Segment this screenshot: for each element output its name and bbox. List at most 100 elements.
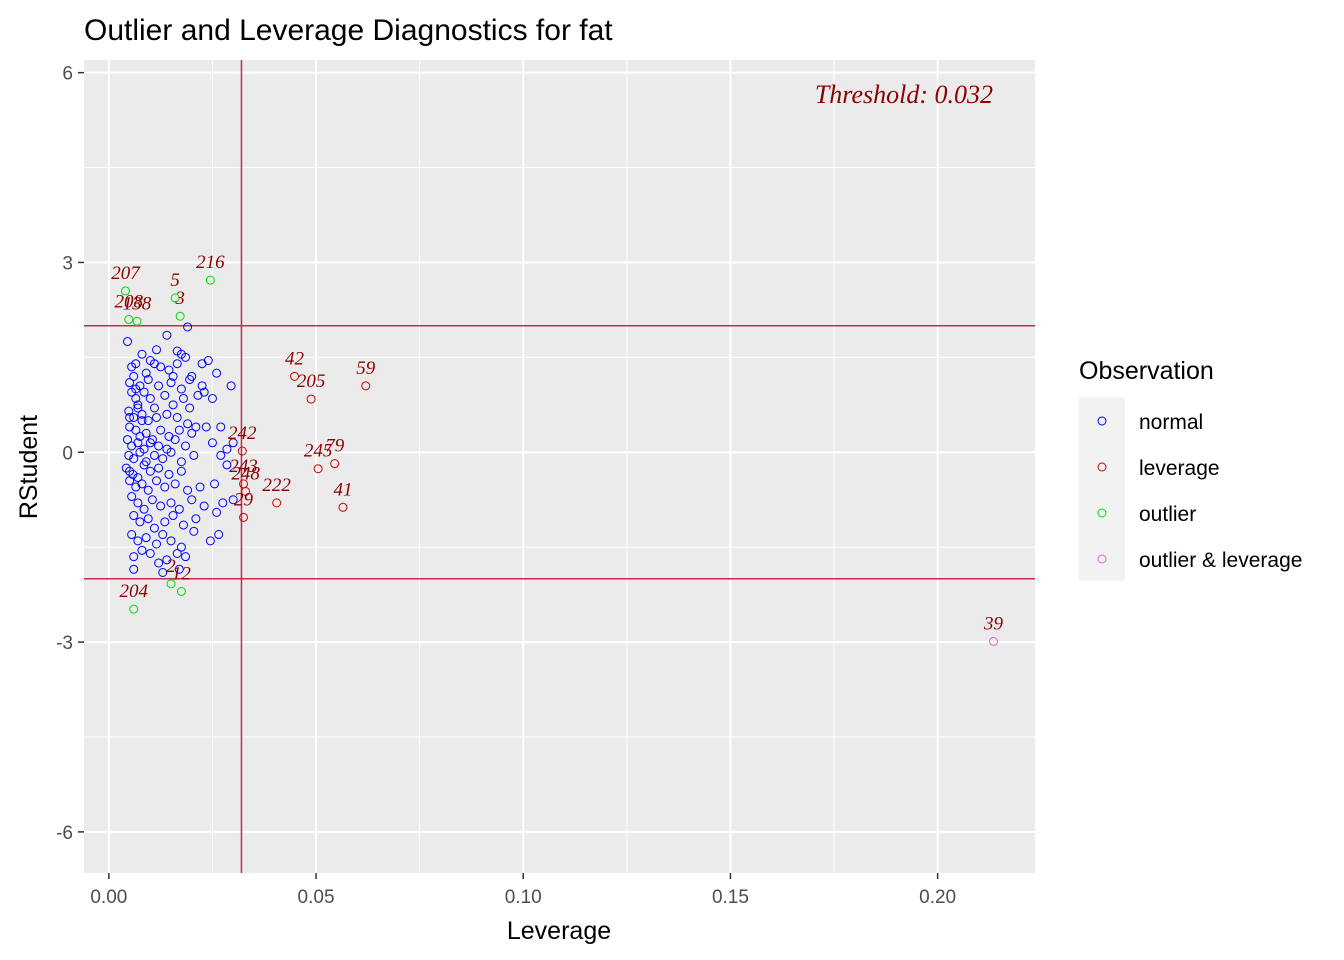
normal-point bbox=[141, 428, 151, 438]
normal-point bbox=[183, 322, 193, 332]
normal-point bbox=[143, 416, 153, 426]
normal-point bbox=[143, 485, 153, 495]
point-labels: 2072081385321642205592422457924324829222… bbox=[111, 252, 1003, 634]
normal-point bbox=[125, 466, 135, 476]
normal-point bbox=[133, 536, 143, 546]
normal-point bbox=[181, 441, 191, 451]
legend-key-normal bbox=[1097, 416, 1107, 426]
normal-point bbox=[181, 352, 191, 362]
outlier-point bbox=[129, 604, 139, 614]
leverage-point bbox=[313, 464, 323, 474]
normal-point bbox=[156, 362, 166, 372]
chart-title: Outlier and Leverage Diagnostics for fat bbox=[84, 14, 613, 47]
outlier-point bbox=[170, 293, 180, 303]
normal-point bbox=[162, 409, 172, 419]
normal-point bbox=[166, 447, 176, 457]
point-label: 248 bbox=[231, 463, 260, 484]
normal-point bbox=[216, 450, 226, 460]
normal-point bbox=[214, 530, 224, 540]
normal-point bbox=[191, 422, 201, 432]
normal-point bbox=[212, 368, 222, 378]
point-label: 12 bbox=[172, 563, 192, 584]
normal-point bbox=[158, 454, 168, 464]
normal-point bbox=[137, 479, 147, 489]
normal-point bbox=[174, 564, 184, 574]
point-label: 41 bbox=[333, 479, 352, 500]
leverage-point bbox=[330, 459, 340, 469]
normal-point bbox=[168, 511, 178, 521]
normal-point bbox=[162, 330, 172, 340]
normal-point bbox=[162, 555, 172, 565]
normal-point bbox=[158, 567, 168, 577]
normal-point bbox=[137, 349, 147, 359]
point-label: 207 bbox=[111, 263, 141, 284]
outlier-leverage-point bbox=[989, 636, 999, 646]
legend-label-leverage: leverage bbox=[1139, 457, 1220, 480]
point-label: 205 bbox=[297, 371, 326, 392]
leverage-point bbox=[237, 446, 247, 456]
normal-point bbox=[127, 530, 137, 540]
normal-point bbox=[216, 422, 226, 432]
normal-point bbox=[137, 545, 147, 555]
point-label: 138 bbox=[123, 293, 152, 314]
normal-point bbox=[203, 356, 213, 366]
normal-point bbox=[129, 412, 139, 422]
outlier-point bbox=[120, 286, 130, 296]
normal-point bbox=[135, 517, 145, 527]
normal-point bbox=[139, 460, 149, 470]
normal-point bbox=[164, 365, 174, 375]
point-label: 5 bbox=[170, 270, 180, 291]
y-tick-label: -3 bbox=[56, 633, 73, 654]
normal-point bbox=[141, 368, 151, 378]
outlier-point bbox=[205, 275, 215, 285]
normal-point bbox=[172, 359, 182, 369]
x-tick-label: 0.20 bbox=[919, 887, 956, 908]
normal-point bbox=[201, 422, 211, 432]
leverage-point bbox=[361, 381, 371, 391]
normal-point bbox=[168, 400, 178, 410]
normal-point bbox=[152, 476, 162, 486]
normal-point bbox=[176, 542, 186, 552]
outlier-point bbox=[166, 579, 176, 589]
point-label: 242 bbox=[228, 423, 257, 444]
normal-point bbox=[164, 469, 174, 479]
legend-key-background bbox=[1079, 397, 1125, 581]
normal-point bbox=[166, 498, 176, 508]
normal-point bbox=[156, 501, 166, 511]
point-label: 222 bbox=[262, 475, 291, 496]
normal-point bbox=[178, 520, 188, 530]
legend-key-leverage bbox=[1097, 462, 1107, 472]
normal-point bbox=[139, 504, 149, 514]
normal-point bbox=[145, 393, 155, 403]
outlier-point bbox=[124, 314, 134, 324]
normal-point bbox=[176, 466, 186, 476]
normal-point bbox=[183, 419, 193, 429]
normal-point bbox=[170, 479, 180, 489]
point-label: 208 bbox=[115, 291, 144, 312]
normal-point bbox=[199, 501, 209, 511]
normal-point bbox=[123, 435, 133, 445]
normal-point bbox=[222, 460, 232, 470]
normal-point bbox=[160, 482, 170, 492]
normal-point bbox=[131, 425, 141, 435]
normal-point bbox=[197, 381, 207, 391]
normal-point bbox=[183, 485, 193, 495]
normal-point bbox=[149, 403, 159, 413]
leverage-point bbox=[306, 394, 316, 404]
legend-label-outlier: outlier bbox=[1139, 503, 1196, 526]
normal-point bbox=[152, 412, 162, 422]
plot-panel bbox=[84, 60, 1035, 873]
normal-point bbox=[160, 390, 170, 400]
normal-point bbox=[124, 450, 134, 460]
data-points bbox=[120, 275, 999, 646]
normal-point bbox=[129, 564, 139, 574]
normal-point bbox=[129, 454, 139, 464]
point-label: 29 bbox=[234, 489, 254, 510]
normal-point bbox=[189, 526, 199, 536]
normal-point bbox=[222, 444, 232, 454]
normal-point bbox=[152, 345, 162, 355]
normal-point bbox=[166, 378, 176, 388]
leverage-point bbox=[239, 512, 249, 522]
leverage-point bbox=[338, 502, 348, 512]
threshold-annotation: Threshold: 0.032 bbox=[815, 80, 993, 109]
